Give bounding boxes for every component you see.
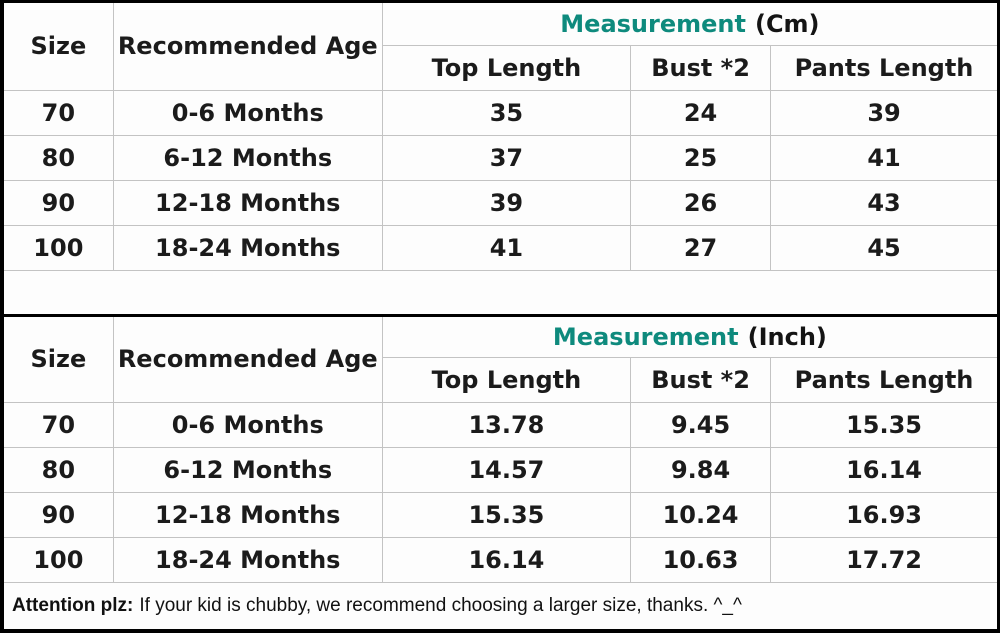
cm-size-header: Size	[4, 3, 114, 91]
cm-col-top-length: Top Length	[382, 44, 632, 91]
attention-note: Attention plz: If your kid is chubby, we…	[4, 582, 997, 629]
inch-row3-age: 18-24 Months	[112, 536, 383, 582]
inch-row1-top: 14.57	[381, 446, 632, 493]
table-row: 100 18-24 Months 16.14 10.63 17.72	[4, 536, 997, 582]
cm-row2-pants: 43	[770, 179, 997, 226]
table-cm-subheader-row: Top Length Bust *2 Pants Length	[4, 44, 997, 91]
cm-row0-pants: 39	[770, 89, 997, 136]
inch-row0-top: 13.78	[381, 401, 632, 448]
inch-row0-pants: 15.35	[770, 401, 997, 448]
inch-row2-pants: 16.93	[770, 491, 997, 538]
table-inch-header-row: Size Recommended Age Measurement (Inch)	[4, 315, 997, 403]
inch-col-bust: Bust *2	[630, 356, 772, 403]
cm-row3-bust: 27	[630, 224, 772, 271]
inch-row2-age: 12-18 Months	[112, 491, 383, 538]
cm-row0-top: 35	[381, 89, 632, 136]
size-table-cm: Size Recommended Age Measurement (Cm) Top…	[4, 3, 997, 271]
inch-row0-size: 70	[4, 401, 114, 448]
table-row: 90 12-18 Months 39 26 43	[4, 179, 997, 226]
inch-row0-bust: 9.45	[630, 401, 772, 448]
inch-row3-pants: 17.72	[770, 536, 997, 582]
table-row: 70 0-6 Months 35 24 39	[4, 89, 997, 136]
size-table-inch: Size Recommended Age Measurement (Inch) T…	[4, 313, 997, 582]
cm-row3-pants: 45	[770, 224, 997, 271]
cm-age-header: Recommended Age	[112, 3, 383, 91]
table-row: 80 6-12 Months 37 25 41	[4, 134, 997, 181]
cm-row1-top: 37	[381, 134, 632, 181]
cm-row2-age: 12-18 Months	[112, 179, 383, 226]
table-divider-gap	[4, 270, 997, 314]
table-cm-header-row: Size Recommended Age Measurement (Cm)	[4, 3, 997, 91]
cm-row0-size: 70	[4, 89, 114, 136]
cm-row1-size: 80	[4, 134, 114, 181]
inch-row2-top: 15.35	[381, 491, 632, 538]
cm-row3-age: 18-24 Months	[112, 224, 383, 271]
inch-row2-bust: 10.24	[630, 491, 772, 538]
inch-row2-size: 90	[4, 491, 114, 538]
inch-row1-pants: 16.14	[770, 446, 997, 493]
table-inch-subheader-row: Top Length Bust *2 Pants Length	[4, 356, 997, 403]
table-row: 90 12-18 Months 15.35 10.24 16.93	[4, 491, 997, 538]
cm-row3-size: 100	[4, 224, 114, 271]
cm-row1-age: 6-12 Months	[112, 134, 383, 181]
cm-unit-label: (Cm)	[754, 9, 820, 38]
cm-row0-age: 0-6 Months	[112, 89, 383, 136]
cm-row0-bust: 24	[630, 89, 772, 136]
attention-note-text: If your kid is chubby, we recommend choo…	[139, 595, 742, 616]
inch-size-header: Size	[4, 315, 114, 403]
table-row: 70 0-6 Months 13.78 9.45 15.35	[4, 401, 997, 448]
attention-note-label: Attention plz:	[12, 595, 134, 616]
cm-row1-bust: 25	[630, 134, 772, 181]
inch-measurement-header: Measurement (Inch)	[381, 315, 997, 358]
inch-row3-top: 16.14	[381, 536, 632, 582]
cm-row2-top: 39	[381, 179, 632, 226]
inch-age-header: Recommended Age	[112, 315, 383, 403]
cm-col-pants-length: Pants Length	[770, 44, 997, 91]
cm-measurement-header: Measurement (Cm)	[381, 3, 997, 46]
inch-unit-label: (Inch)	[747, 322, 827, 351]
inch-row1-bust: 9.84	[630, 446, 772, 493]
cm-row2-size: 90	[4, 179, 114, 226]
cm-row1-pants: 41	[770, 134, 997, 181]
inch-row0-age: 0-6 Months	[112, 401, 383, 448]
inch-row3-size: 100	[4, 536, 114, 582]
cm-col-bust: Bust *2	[630, 44, 772, 91]
inch-row3-bust: 10.63	[630, 536, 772, 582]
cm-row3-top: 41	[381, 224, 632, 271]
table-row: 80 6-12 Months 14.57 9.84 16.14	[4, 446, 997, 493]
table-row: 100 18-24 Months 41 27 45	[4, 224, 997, 271]
cm-row2-bust: 26	[630, 179, 772, 226]
inch-measurement-label: Measurement	[552, 322, 739, 351]
inch-col-top-length: Top Length	[382, 356, 632, 403]
inch-row1-age: 6-12 Months	[112, 446, 383, 493]
inch-col-pants-length: Pants Length	[770, 356, 997, 403]
inch-row1-size: 80	[4, 446, 114, 493]
cm-measurement-label: Measurement	[560, 9, 746, 38]
